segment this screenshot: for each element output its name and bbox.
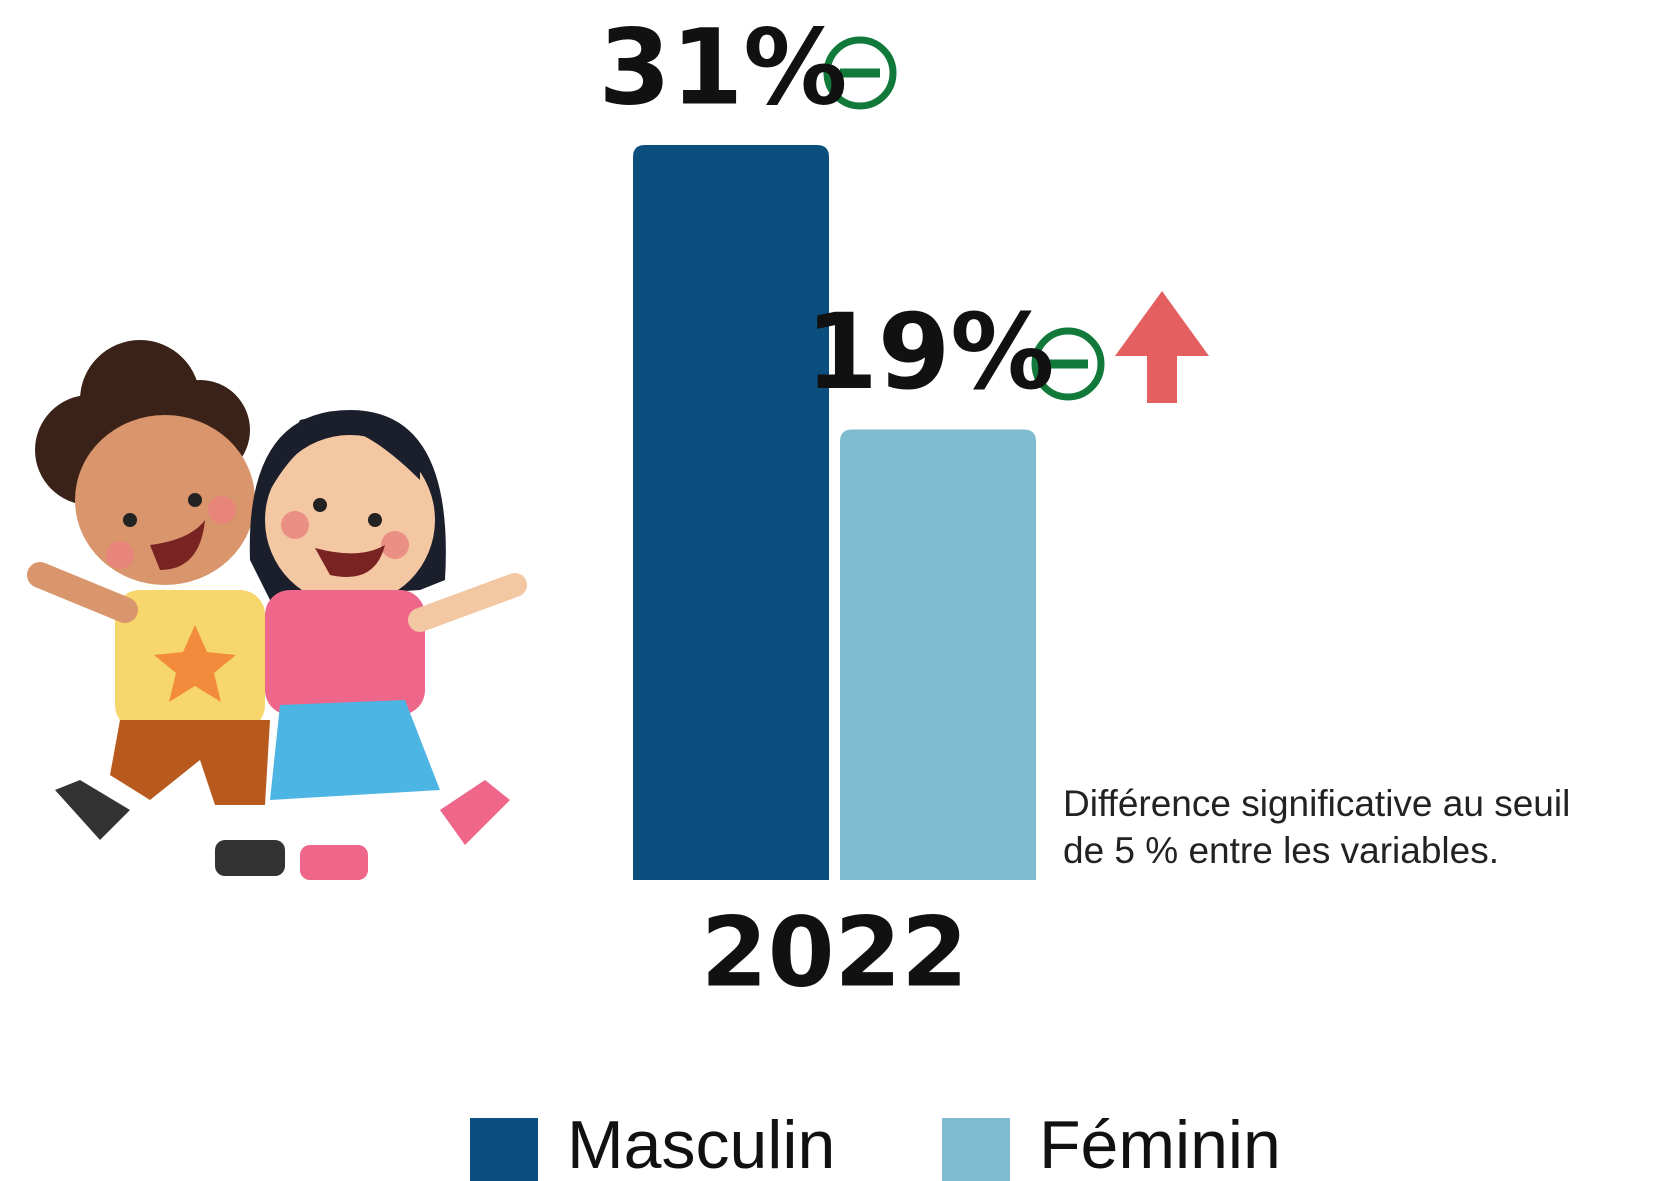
legend-label: Masculin	[567, 1107, 835, 1181]
value-label: 19%	[806, 291, 1055, 413]
annotation: de 5 % entre les variables.	[1063, 830, 1499, 871]
value-label: 31%	[599, 6, 848, 128]
bar	[633, 145, 829, 880]
significant-increase-arrow	[1115, 291, 1209, 403]
legend-label: Féminin	[1039, 1107, 1281, 1181]
not-significant-icon	[823, 36, 897, 110]
bar	[840, 429, 1036, 880]
not-significant-icon	[1031, 327, 1105, 401]
illustration	[27, 340, 527, 880]
x-tick-label: 2022	[701, 896, 968, 1008]
annotation: Différence significative au seuil	[1063, 783, 1570, 824]
legend-swatch	[470, 1118, 538, 1181]
legend-swatch	[942, 1118, 1010, 1181]
